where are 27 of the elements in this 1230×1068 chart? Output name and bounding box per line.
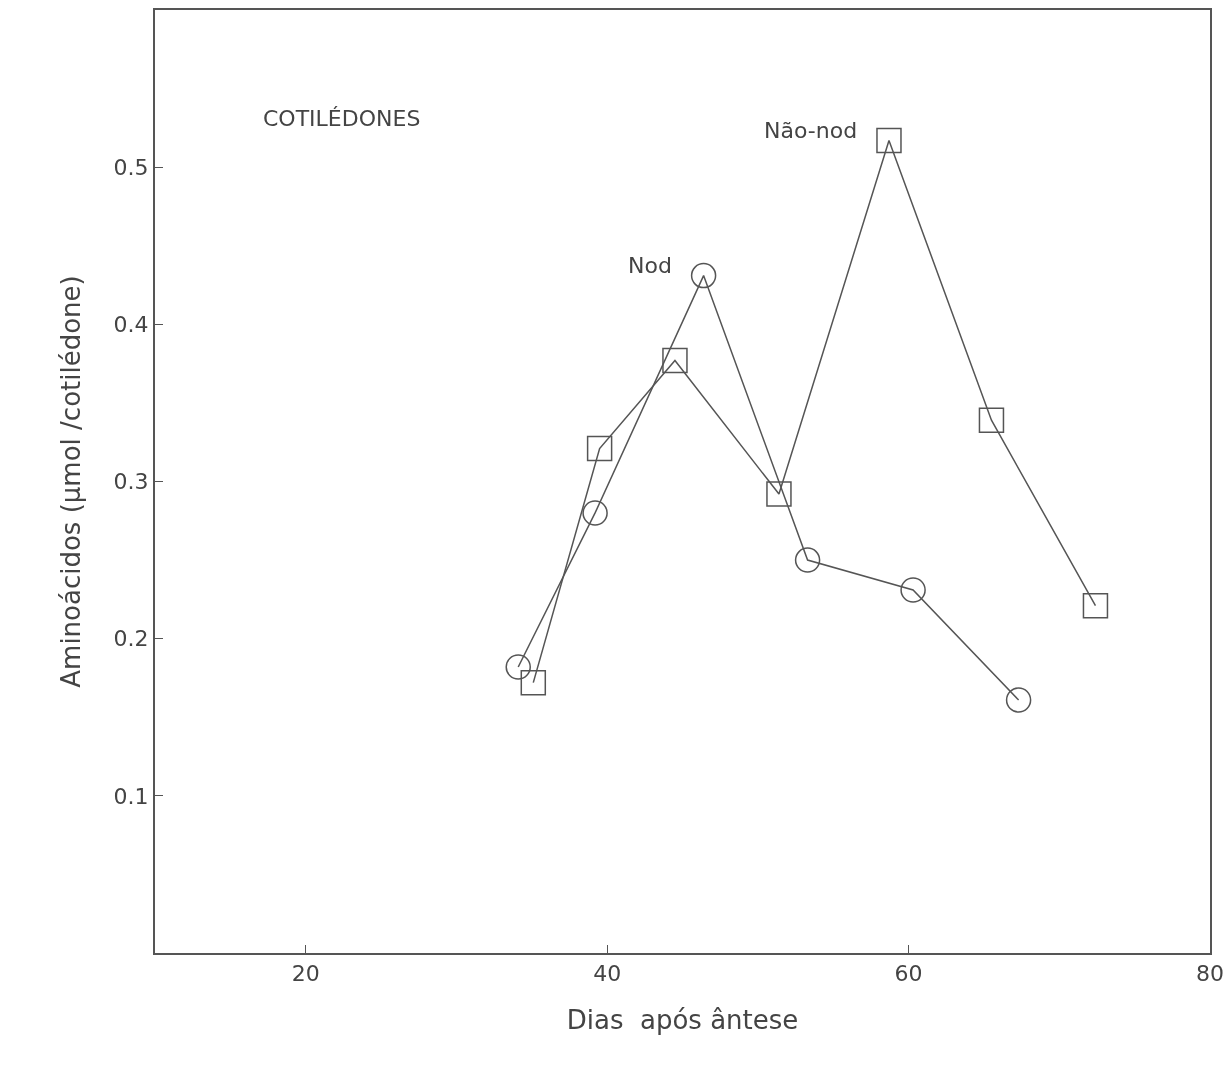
y-tick-label: 0.1 — [113, 783, 149, 809]
series-label: Nod — [628, 253, 672, 278]
point — [520, 669, 547, 696]
y-axis-title: Aminoácidos (µmol /cotilédone) — [56, 275, 87, 688]
x-axis-title: Dias após ântese — [566, 1004, 799, 1035]
point — [900, 577, 926, 603]
x-tick-label: 20 — [291, 961, 320, 987]
y-tick-label: 0.5 — [113, 154, 149, 180]
point — [662, 347, 688, 374]
x-tick-label: 80 — [1196, 961, 1224, 987]
point — [586, 435, 613, 462]
point — [876, 127, 902, 154]
point — [766, 481, 792, 507]
y-tick-label: 0.4 — [113, 312, 149, 338]
point — [794, 547, 821, 573]
y-tick-label: 0.3 — [113, 469, 149, 495]
point — [1005, 687, 1032, 713]
point — [1082, 592, 1109, 619]
series-label: Não-nod — [764, 118, 858, 143]
point — [978, 407, 1005, 433]
point — [505, 654, 531, 680]
x-tick-label: 60 — [894, 961, 923, 987]
y-tick-label: 0.2 — [113, 626, 149, 652]
x-tick-label: 40 — [593, 961, 622, 987]
point — [690, 262, 717, 289]
annotation: COTILÉDONES — [263, 106, 421, 131]
point — [582, 500, 608, 526]
